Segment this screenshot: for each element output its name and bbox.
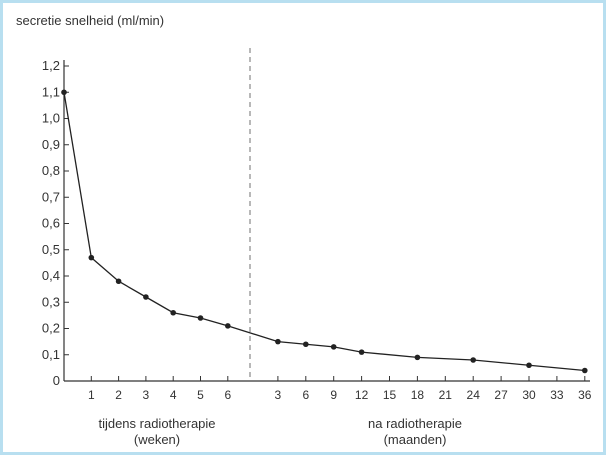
series-line: [63, 92, 585, 372]
data-point: [526, 362, 532, 369]
x-tick-label: 15: [383, 388, 397, 402]
data-point: [115, 278, 122, 285]
data-point: [358, 349, 365, 355]
x-tick-label: 21: [439, 388, 453, 402]
data-point: [330, 344, 337, 350]
y-tick-label: 0,7: [42, 189, 60, 204]
x-tick-label: 27: [494, 388, 508, 402]
data-point: [61, 89, 67, 96]
data-point: [303, 341, 309, 348]
y-tick-label: 1,0: [42, 111, 60, 126]
y-tick-label: 0,3: [42, 294, 60, 309]
x-tick-label: 33: [550, 388, 564, 402]
data-point: [582, 367, 588, 374]
data-point: [275, 338, 281, 345]
data-point: [88, 254, 95, 261]
y-tick-label: 0,2: [42, 321, 60, 336]
y-tick-label: 0: [53, 373, 60, 388]
x-tick-label: 1: [88, 388, 95, 402]
y-tick-label: 0,4: [42, 268, 60, 283]
x-tick-label: 12: [355, 388, 369, 402]
y-tick-label: 0,5: [42, 242, 60, 257]
x-group-label: na radiotherapie: [368, 416, 462, 431]
data-point: [470, 357, 477, 363]
chart-title: secretie snelheid (ml/min): [16, 13, 164, 28]
x-tick-label: 9: [330, 388, 337, 402]
x-tick-label: 36: [578, 388, 592, 402]
x-tick-label: 6: [224, 388, 231, 402]
x-group-unit-label: (maanden): [384, 432, 447, 447]
x-tick-label: 2: [115, 388, 122, 402]
x-tick-label: 18: [411, 388, 425, 402]
x-tick-label: 30: [522, 388, 536, 402]
y-tick-label: 0,9: [42, 137, 60, 152]
y-tick-label: 0,6: [42, 216, 60, 231]
x-tick-label: 3: [275, 388, 282, 402]
y-tick-label: 1,2: [42, 58, 60, 73]
x-tick-label: 6: [302, 388, 309, 402]
data-point: [414, 354, 421, 361]
data-point: [170, 309, 176, 316]
x-tick-label: 24: [467, 388, 481, 402]
x-tick-label: 3: [143, 388, 150, 402]
data-point: [225, 323, 231, 329]
data-point: [197, 315, 204, 321]
data-point: [143, 294, 149, 300]
x-group-unit-label: (weken): [134, 432, 180, 447]
y-tick-label: 0,1: [42, 347, 60, 362]
y-tick-label: 1,1: [42, 84, 60, 99]
x-tick-label: 4: [170, 388, 177, 402]
x-group-label: tijdens radiotherapie: [98, 416, 215, 431]
y-tick-label: 0,8: [42, 163, 60, 178]
x-tick-label: 5: [197, 388, 204, 402]
